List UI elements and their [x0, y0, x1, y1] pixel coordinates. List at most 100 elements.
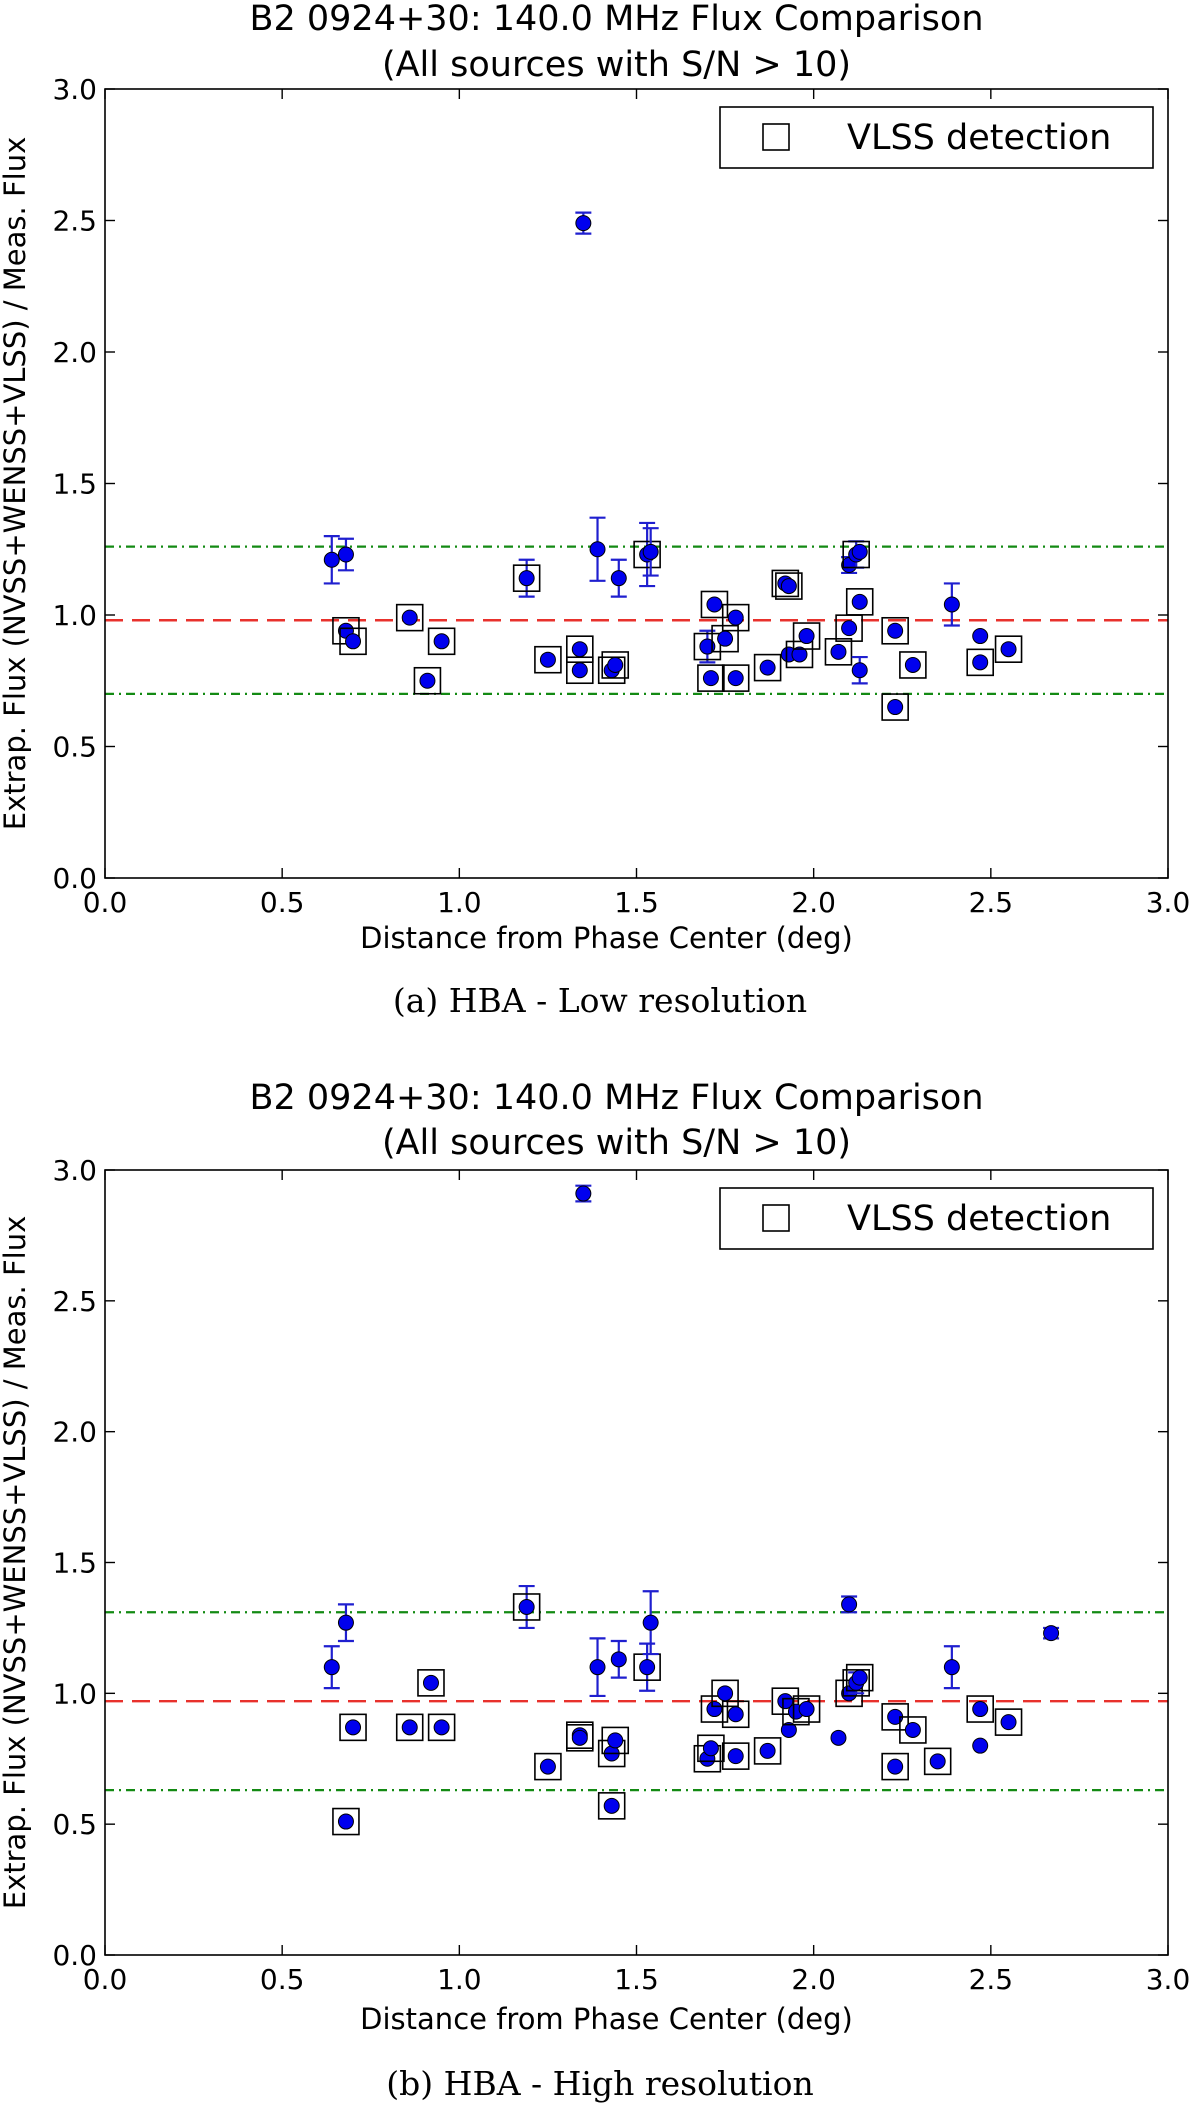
flux-marker	[642, 543, 659, 560]
data-point	[785, 640, 814, 669]
flux-marker	[699, 638, 716, 655]
data-point	[994, 635, 1023, 663]
vlss-marker	[512, 564, 541, 592]
vlss-marker	[633, 540, 661, 569]
data-point	[711, 624, 739, 653]
data-point	[566, 1724, 594, 1752]
vlss-marker	[842, 540, 870, 569]
vlss-marker	[697, 664, 725, 692]
flux-marker	[851, 543, 868, 560]
data-point	[601, 1726, 630, 1755]
y-tick-label: 3.0	[52, 1154, 97, 1187]
vlss-marker	[711, 624, 739, 653]
y-tick-label: 0.5	[52, 731, 97, 764]
x-tick-label: 0.5	[260, 1963, 305, 1996]
vlss-marker	[721, 664, 750, 692]
vlss-marker	[566, 656, 594, 685]
flux-marker	[727, 670, 744, 687]
data-point	[1043, 1625, 1060, 1642]
data-point	[575, 211, 592, 235]
x-axis-label: Distance from Phase Center (deg)	[360, 2002, 853, 2036]
data-point	[512, 1584, 541, 1630]
flux-marker	[539, 651, 556, 668]
vlss-marker	[413, 666, 442, 695]
data-point	[534, 1752, 562, 1781]
flux-marker	[830, 643, 847, 660]
vlss-marker	[534, 645, 562, 674]
data-point	[534, 645, 562, 674]
data-point	[972, 628, 989, 645]
data-point	[566, 635, 594, 663]
data-point	[610, 1639, 627, 1679]
flux-marker	[639, 1659, 656, 1676]
vlss-marker	[512, 1593, 541, 1621]
data-point	[417, 1669, 445, 1697]
vlss-marker	[771, 569, 800, 598]
data-point	[597, 1792, 626, 1820]
flux-marker	[759, 1742, 776, 1759]
vlss-marker	[785, 640, 814, 669]
flux-marker	[780, 1721, 797, 1738]
flux-marker	[433, 1719, 450, 1736]
y-tick-label: 3.0	[52, 73, 97, 106]
vlss-marker	[566, 1724, 594, 1752]
flux-marker	[929, 1753, 946, 1770]
vlss-marker	[395, 1713, 424, 1742]
data-point	[753, 653, 782, 682]
flux-marker	[575, 215, 592, 232]
vlss-marker	[601, 1726, 630, 1755]
vlss-marker	[792, 1695, 821, 1723]
data-point	[512, 558, 541, 598]
vlss-marker	[966, 648, 995, 677]
vlss-marker	[842, 1669, 870, 1697]
data-point	[792, 1695, 821, 1723]
chart-subtitle: (All sources with S/N > 10)	[382, 45, 851, 85]
flux-marker	[610, 1651, 627, 1668]
flux-marker	[972, 1701, 989, 1718]
data-point	[771, 1687, 800, 1715]
x-tick-label: 2.5	[969, 886, 1014, 919]
chart-title: B2 0924+30: 140.0 MHz Flux Comparison	[249, 0, 983, 39]
flux-marker	[727, 609, 744, 626]
data-point	[845, 1663, 874, 1692]
flux-marker	[887, 699, 904, 716]
data-point	[721, 664, 750, 692]
data-point	[966, 1695, 995, 1723]
y-tick-label: 1.0	[52, 1677, 97, 1710]
x-tick-label: 3.0	[1146, 1963, 1191, 1996]
data-point	[332, 1807, 360, 1836]
flux-marker	[1043, 1625, 1060, 1642]
flux-marker	[727, 1748, 744, 1765]
legend-box	[719, 106, 1154, 169]
data-point	[610, 558, 627, 598]
y-axis-label: Extrap. Flux (NVSS+WENSS+VLSS) / Meas. F…	[0, 1216, 32, 1909]
flux-marker	[759, 659, 776, 676]
y-axis-label: Extrap. Flux (NVSS+WENSS+VLSS) / Meas. F…	[0, 137, 32, 830]
flux-marker	[702, 670, 719, 687]
flux-marker	[607, 1732, 624, 1749]
data-point	[851, 655, 868, 685]
x-tick-label: 1.5	[614, 1963, 659, 1996]
data-point	[427, 627, 456, 656]
x-tick-label: 0.5	[260, 886, 305, 919]
data-point	[972, 1737, 989, 1754]
flux-marker	[851, 1669, 868, 1686]
flux-marker	[642, 1614, 659, 1631]
x-tick-label: 2.0	[791, 1963, 836, 1996]
vlss-marker	[711, 1679, 739, 1708]
data-point	[323, 534, 340, 585]
y-tick-label: 0.0	[52, 862, 97, 895]
vlss-marker	[845, 1663, 874, 1692]
flux-marker	[539, 1758, 556, 1775]
flux-marker	[717, 630, 734, 647]
vlss-marker	[899, 1716, 927, 1744]
flux-marker	[887, 622, 904, 639]
x-tick-label: 3.0	[1146, 886, 1191, 919]
flux-marker	[401, 609, 418, 626]
flux-marker	[345, 1719, 362, 1736]
vlss-marker	[775, 572, 803, 600]
data-point	[792, 622, 821, 650]
flux-marker	[841, 620, 858, 637]
y-tick-label: 0.5	[52, 1808, 97, 1841]
data-point	[337, 1603, 354, 1643]
